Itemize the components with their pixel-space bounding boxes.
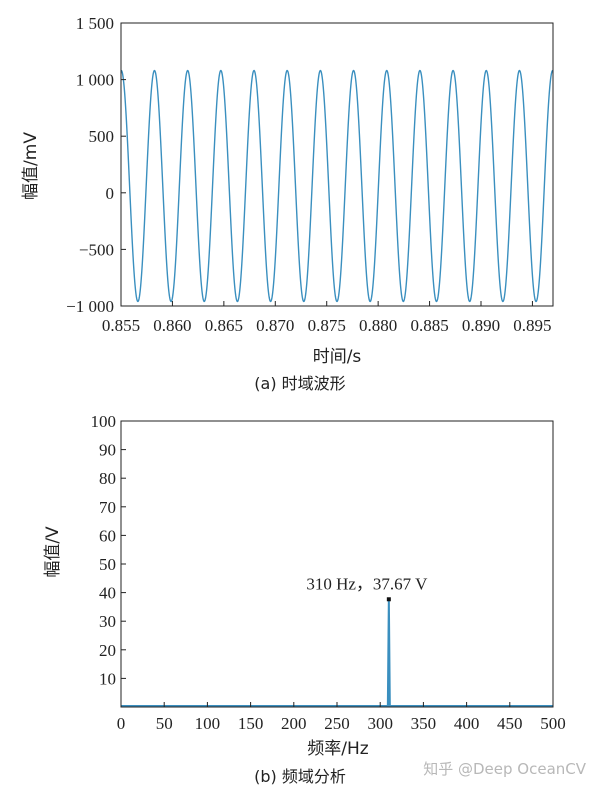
x-tick-label-a: 0.880 xyxy=(359,316,397,335)
y-tick-label-b: 60 xyxy=(99,526,116,545)
x-tick-label-b: 500 xyxy=(540,714,566,733)
x-axis-label-b: 频率/Hz xyxy=(307,739,369,759)
y-tick-label-b: 90 xyxy=(99,441,116,460)
x-tick-label-a: 0.855 xyxy=(102,316,140,335)
frequency-spectrum xyxy=(121,599,553,707)
watermark: 知乎 @Deep OceanCV xyxy=(423,760,587,778)
y-tick-label-b: 30 xyxy=(99,612,116,631)
y-tick-label-b: 80 xyxy=(99,469,116,488)
x-tick-label-b: 300 xyxy=(367,714,393,733)
y-axis-label-a: 幅值/mV xyxy=(21,132,41,200)
time-domain-waveform xyxy=(121,69,553,303)
y-tick-label-a: 1 000 xyxy=(76,71,114,90)
chart-a: 1 500 1 000 500 0 −500 −1 000 0.855 0.860 0.865… xyxy=(21,14,554,393)
x-tick-label-b: 450 xyxy=(497,714,523,733)
x-tick-label-b: 350 xyxy=(411,714,437,733)
x-tick-label-b: 250 xyxy=(324,714,350,733)
y-tick-label-a: −500 xyxy=(79,240,114,259)
x-tick-label-a: 0.890 xyxy=(462,316,500,335)
x-axis-b: 0 50 100 150 200 250 300 350 400 450 500 xyxy=(117,702,566,733)
x-tick-label-a: 0.870 xyxy=(256,316,294,335)
x-tick-label-b: 100 xyxy=(195,714,221,733)
y-tick-label-a: 0 xyxy=(106,184,115,203)
x-axis-label-a: 时间/s xyxy=(313,347,362,367)
y-axis-a: 1 500 1 000 500 0 −500 −1 000 xyxy=(66,14,126,316)
y-axis-label-b: 幅值/V xyxy=(43,526,63,578)
x-tick-label-a: 0.885 xyxy=(410,316,448,335)
y-tick-label-b: 100 xyxy=(91,412,117,431)
y-tick-label-b: 40 xyxy=(99,584,116,603)
y-tick-label-b: 20 xyxy=(99,641,116,660)
x-tick-label-a: 0.895 xyxy=(513,316,551,335)
plot-frame-b xyxy=(120,420,554,708)
peak-annotation: 310 Hz，37.67 V xyxy=(306,574,428,593)
y-tick-label-a: 1 500 xyxy=(76,14,114,33)
x-tick-label-b: 150 xyxy=(238,714,264,733)
caption-b: (b) 频域分析 xyxy=(254,767,346,786)
x-tick-label-a: 0.865 xyxy=(205,316,243,335)
x-axis-a: 0.855 0.860 0.865 0.870 0.875 0.880 0.885 0.890… xyxy=(102,301,552,335)
chart-b: 310 Hz，37.67 V 100 90 80 70 60 50 40 30 20 10 0 50… xyxy=(43,412,566,786)
x-tick-label-a: 0.860 xyxy=(153,316,191,335)
y-axis-b: 100 90 80 70 60 50 40 30 20 10 xyxy=(91,412,126,688)
x-tick-label-b: 400 xyxy=(454,714,480,733)
caption-a: (a) 时域波形 xyxy=(254,374,345,393)
y-tick-label-a: 500 xyxy=(89,127,115,146)
y-tick-label-b: 50 xyxy=(99,555,116,574)
plot-frame-a xyxy=(120,22,554,307)
x-tick-label-b: 0 xyxy=(117,714,126,733)
y-tick-label-b: 70 xyxy=(99,498,116,517)
x-tick-label-a: 0.875 xyxy=(308,316,346,335)
x-tick-label-b: 200 xyxy=(281,714,307,733)
peak-marker xyxy=(386,597,391,602)
y-tick-label-a: −1 000 xyxy=(66,297,114,316)
x-tick-label-b: 50 xyxy=(156,714,173,733)
y-tick-label-b: 10 xyxy=(99,669,116,688)
